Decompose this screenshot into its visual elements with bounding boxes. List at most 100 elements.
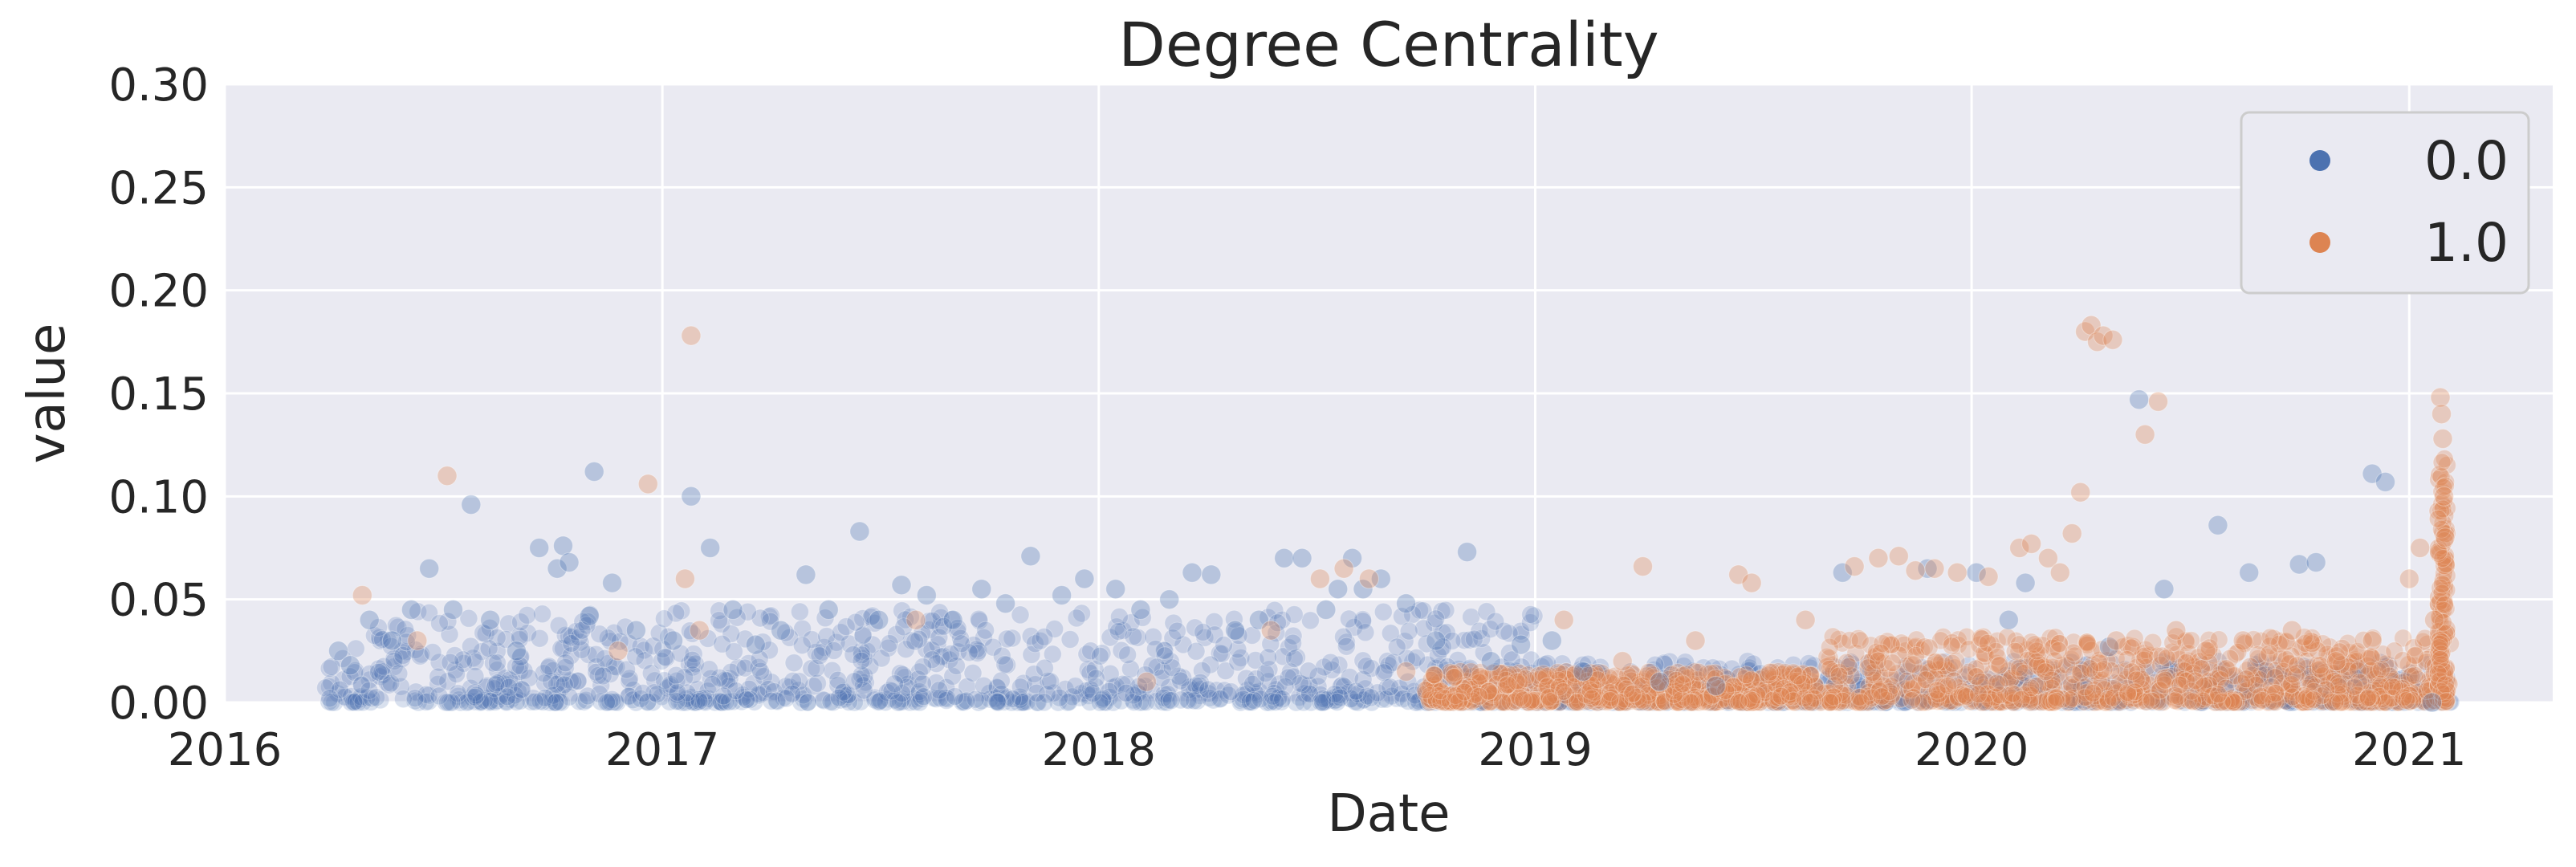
- background-point-0: [724, 692, 743, 711]
- background-point-0: [2418, 690, 2437, 709]
- background-point-0: [2273, 664, 2292, 683]
- background-point-0: [1266, 693, 1285, 711]
- background-point-0: [1694, 658, 1713, 678]
- background-point-0: [1979, 689, 1998, 708]
- background-point-0: [1550, 693, 1569, 712]
- background-point-0: [459, 692, 478, 711]
- background-point-0: [597, 693, 617, 712]
- background-point-0: [1325, 685, 1345, 704]
- background-point-0: [2024, 686, 2042, 705]
- background-point-0: [2392, 692, 2411, 711]
- background-point-0: [1011, 687, 1030, 706]
- background-point-0: [780, 678, 800, 697]
- background-point-0: [1894, 681, 1914, 699]
- background-point-0: [530, 629, 549, 648]
- background-point-0: [2247, 657, 2265, 677]
- background-point-0: [1872, 691, 1891, 710]
- background-point-0: [684, 645, 703, 664]
- background-point-0: [2312, 661, 2331, 680]
- background-point-0: [393, 690, 413, 709]
- background-point-0: [2250, 668, 2269, 687]
- data-point-series-1: [637, 474, 658, 495]
- background-point-0: [1697, 690, 1716, 709]
- background-point-0: [2086, 692, 2106, 711]
- background-point-0: [481, 691, 500, 710]
- background-point-0: [1575, 669, 1594, 687]
- background-point-0: [689, 690, 708, 709]
- background-point-0: [1093, 690, 1112, 710]
- background-point-0: [852, 645, 871, 665]
- background-point-0: [2196, 689, 2215, 708]
- background-point-0: [2366, 679, 2386, 698]
- background-point-0: [844, 645, 863, 664]
- data-point-series-1: [2196, 641, 2216, 661]
- background-point-0: [1801, 658, 1820, 678]
- background-point-0: [2366, 669, 2385, 688]
- background-point-0: [914, 687, 934, 706]
- background-point-0: [2319, 684, 2338, 703]
- background-point-0: [1426, 658, 1446, 678]
- background-point-0: [1939, 658, 1959, 678]
- background-point-0: [2241, 692, 2261, 711]
- background-point-0: [2194, 692, 2213, 711]
- background-point-0: [682, 692, 702, 711]
- background-point-0: [1919, 660, 1939, 679]
- background-point-0: [1571, 682, 1590, 702]
- background-point-0: [1878, 680, 1898, 699]
- background-point-0: [869, 692, 888, 711]
- background-point-0: [2282, 678, 2301, 698]
- background-point-0: [1760, 683, 1780, 702]
- background-point-1: [2432, 633, 2452, 652]
- background-point-0: [1645, 661, 1664, 679]
- background-point-0: [1240, 692, 1260, 711]
- background-point-0: [1618, 674, 1637, 693]
- background-point-0: [855, 666, 874, 686]
- background-point-0: [853, 625, 873, 645]
- background-point-0: [616, 617, 635, 637]
- background-point-0: [836, 686, 855, 705]
- background-point-0: [1732, 693, 1751, 712]
- y-tick-label: 0.00: [108, 678, 209, 730]
- background-point-0: [1129, 682, 1147, 702]
- background-point-0: [745, 692, 764, 711]
- background-point-0: [1970, 671, 1989, 690]
- background-point-0: [901, 607, 920, 626]
- background-point-0: [968, 644, 987, 663]
- background-point-0: [1287, 693, 1306, 712]
- background-point-0: [1339, 682, 1358, 702]
- background-point-0: [1228, 640, 1247, 659]
- background-point-0: [2179, 668, 2199, 687]
- data-point-series-0: [1130, 600, 1151, 620]
- background-point-0: [2236, 685, 2255, 704]
- background-point-0: [1548, 691, 1568, 710]
- background-point-0: [759, 680, 778, 698]
- background-point-0: [587, 657, 606, 677]
- background-point-0: [1752, 690, 1771, 709]
- background-point-0: [1136, 666, 1155, 685]
- background-point-0: [2358, 690, 2378, 710]
- background-point-0: [522, 692, 540, 711]
- background-point-0: [1291, 674, 1310, 693]
- data-point-series-0: [2129, 389, 2150, 410]
- background-point-0: [2411, 690, 2431, 709]
- background-point-0: [1870, 689, 1890, 708]
- background-point-0: [1972, 686, 1992, 706]
- background-point-0: [1454, 693, 1473, 712]
- background-point-0: [1174, 668, 1193, 687]
- background-point-0: [1066, 677, 1085, 696]
- background-point-0: [1377, 690, 1396, 709]
- background-point-0: [2258, 667, 2277, 686]
- background-point-0: [2313, 690, 2332, 710]
- background-point-0: [2350, 679, 2370, 698]
- background-point-0: [832, 623, 850, 642]
- background-point-1: [2331, 693, 2350, 712]
- background-point-0: [1129, 684, 1148, 703]
- background-point-0: [550, 673, 569, 692]
- background-point-1: [2064, 643, 2083, 662]
- background-point-0: [1410, 600, 1429, 620]
- data-point-series-1: [1795, 609, 1816, 630]
- background-point-0: [1710, 659, 1729, 678]
- background-point-0: [2257, 666, 2277, 685]
- background-point-0: [1290, 687, 1308, 706]
- background-point-0: [1991, 670, 2010, 690]
